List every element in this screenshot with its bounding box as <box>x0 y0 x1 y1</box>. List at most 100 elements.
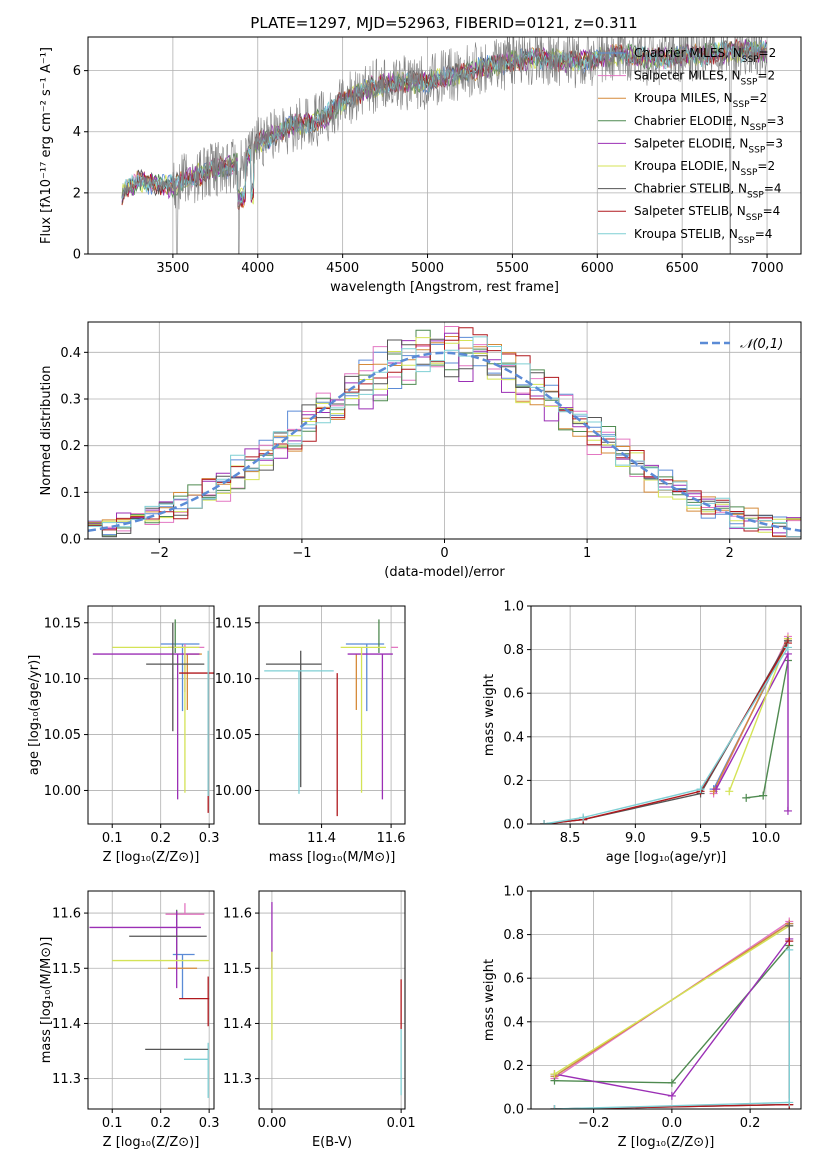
mass-weight-marker <box>696 785 705 794</box>
x-axis-label: (data-model)/error <box>384 565 505 580</box>
y-tick-label: 10.00 <box>44 784 81 799</box>
mass-weight-marker <box>783 806 792 815</box>
y-tick-label: 0.0 <box>60 533 81 548</box>
x-tick-label: 0.2 <box>150 1116 171 1131</box>
y-tick-label: 10.10 <box>215 672 252 687</box>
y-tick-label: 0.1 <box>60 486 81 501</box>
y-tick-label: 11.4 <box>52 1017 81 1032</box>
x-axis-label: mass [log₁₀(M/M⊙)] <box>269 850 396 865</box>
legend-label: Chabrier ELODIE, NSSP=3 <box>634 114 784 133</box>
y-tick-label: 0.3 <box>60 393 81 408</box>
y-tick-label: 0.0 <box>503 1103 524 1118</box>
y-tick-label: 10.10 <box>44 672 81 687</box>
x-tick-label: 7000 <box>751 261 784 276</box>
x-tick-label: 0.00 <box>257 1116 286 1131</box>
x-axis-label: age [log₁₀(age/yr)] <box>606 850 727 865</box>
axes-frame <box>530 605 802 825</box>
y-tick-label: 11.6 <box>52 907 81 922</box>
mass-weight-marker <box>725 787 734 796</box>
mass-weight-marker <box>785 945 794 954</box>
x-axis-label: Z [log₁₀(Z/Z⊙)] <box>103 850 200 865</box>
y-tick-label: 11.5 <box>223 962 252 977</box>
mass-vs-Z-plot-area <box>89 903 210 1098</box>
x-axis-label: Z [log₁₀(Z/Z⊙)] <box>103 1135 200 1150</box>
spectrum-panel: 3500 4000 4500 5000 5500 6000 6500 7000 0 2 4 6 wave… <box>39 36 802 295</box>
y-tick-label: 6 <box>73 64 81 79</box>
x-tick-label: 0.3 <box>199 1116 220 1131</box>
legend-label: Salpeter STELIB, NSSP=4 <box>634 204 780 223</box>
age-vs-Z-panel: 0.1 0.2 0.3 10.00 10.05 10.10 10.15 Z [log₁₀(Z/… <box>27 605 219 865</box>
y-axis-label: age [log₁₀(age/yr)] <box>27 655 42 776</box>
x-tick-label: 6500 <box>666 261 699 276</box>
x-tick-label: 1 <box>583 546 591 561</box>
y-tick-label: 11.6 <box>223 907 252 922</box>
y-tick-label: 11.3 <box>52 1072 81 1087</box>
x-tick-label: 8.5 <box>560 831 581 846</box>
y-axis-label: mass [log₁₀(M/M⊙)] <box>39 937 54 1064</box>
legend-label: Salpeter ELODIE, NSSP=3 <box>634 136 783 155</box>
x-tick-label: 10.0 <box>751 831 780 846</box>
weight-vs-Z-panel: −0.2 0.0 0.2 0.0 0.2 0.4 0.6 0.8 1.0 Z [log₁₀(Z/Z… <box>482 885 802 1150</box>
y-tick-label: 2 <box>73 186 81 201</box>
legend-label: Kroupa ELODIE, NSSP=2 <box>634 159 775 178</box>
y-tick-label: 0.2 <box>503 1059 524 1074</box>
mass-weight-line <box>554 925 790 1075</box>
y-tick-label: 10.15 <box>44 616 81 631</box>
legend-label: 𝒩(0,1) <box>740 337 783 352</box>
mass-weight-marker <box>785 1098 794 1107</box>
y-tick-label: 0.6 <box>503 972 524 987</box>
y-tick-label: 0.2 <box>503 774 524 789</box>
age-vs-mass-plot-area <box>264 619 399 817</box>
spectrum-plot-area <box>121 37 768 254</box>
y-tick-label: 0.6 <box>503 687 524 702</box>
mass-weight-line <box>543 647 789 824</box>
y-tick-label: 0.4 <box>60 346 81 361</box>
axes-frame <box>530 890 802 1110</box>
x-tick-label: 2 <box>726 546 734 561</box>
x-tick-label: 5500 <box>496 261 529 276</box>
mass-weight-marker <box>785 921 794 930</box>
x-tick-label: 0.2 <box>150 831 171 846</box>
x-tick-label: 11.6 <box>377 831 406 846</box>
y-tick-label: 11.3 <box>223 1072 252 1087</box>
y-axis-label: Normed distribution <box>39 366 54 496</box>
y-tick-label: 1.0 <box>503 885 524 900</box>
x-tick-label: 0.2 <box>740 1116 761 1131</box>
x-tick-label: 0.1 <box>102 831 123 846</box>
y-tick-label: 0.2 <box>60 439 81 454</box>
axes-frame <box>87 36 802 255</box>
y-tick-label: 0.4 <box>503 1015 524 1030</box>
x-tick-label: 0.01 <box>387 1116 416 1131</box>
mass-weight-marker <box>550 1105 559 1109</box>
legend-label: Chabrier STELIB, NSSP=4 <box>634 182 782 201</box>
y-tick-label: 10.15 <box>215 616 252 631</box>
y-tick-label: 11.5 <box>52 962 81 977</box>
weight-vs-age-panel: 8.5 9.0 9.5 10.0 0.0 0.2 0.4 0.6 0.8 1.0 age [log₁… <box>482 600 802 865</box>
residuals-plot-area <box>88 326 801 538</box>
y-tick-label: 10.00 <box>215 784 252 799</box>
mass-weight-marker <box>667 1078 676 1087</box>
axes-frame <box>87 321 802 540</box>
legend-label: Kroupa MILES, NSSP=2 <box>634 91 767 110</box>
y-tick-label: 0.4 <box>503 730 524 745</box>
x-tick-label: −1 <box>292 546 311 561</box>
y-tick-label: 0.0 <box>503 818 524 833</box>
legend-label: Kroupa STELIB, NSSP=4 <box>634 227 772 246</box>
y-tick-label: 1.0 <box>503 600 524 615</box>
x-tick-label: −2 <box>150 546 169 561</box>
y-tick-label: 10.05 <box>215 728 252 743</box>
x-tick-label: 9.5 <box>690 831 711 846</box>
x-tick-label: 0 <box>440 546 448 561</box>
age-vs-Z-plot-area <box>92 619 214 813</box>
y-tick-label: 4 <box>73 125 81 140</box>
x-tick-label: 11.4 <box>307 831 336 846</box>
observed-spectrum-line <box>121 37 767 254</box>
x-tick-label: 9.0 <box>625 831 646 846</box>
mass-vs-Z-panel: 0.1 0.2 0.3 11.3 11.4 11.5 11.6 Z [log₁₀(Z/Z⊙)]… <box>39 890 220 1150</box>
axes-frame <box>258 605 406 825</box>
y-axis-label: Flux [fλ10⁻¹⁷ erg cm⁻² s⁻¹ A⁻¹] <box>39 47 54 244</box>
x-axis-label: E(B-V) <box>312 1135 352 1150</box>
axes-frame <box>87 605 215 825</box>
